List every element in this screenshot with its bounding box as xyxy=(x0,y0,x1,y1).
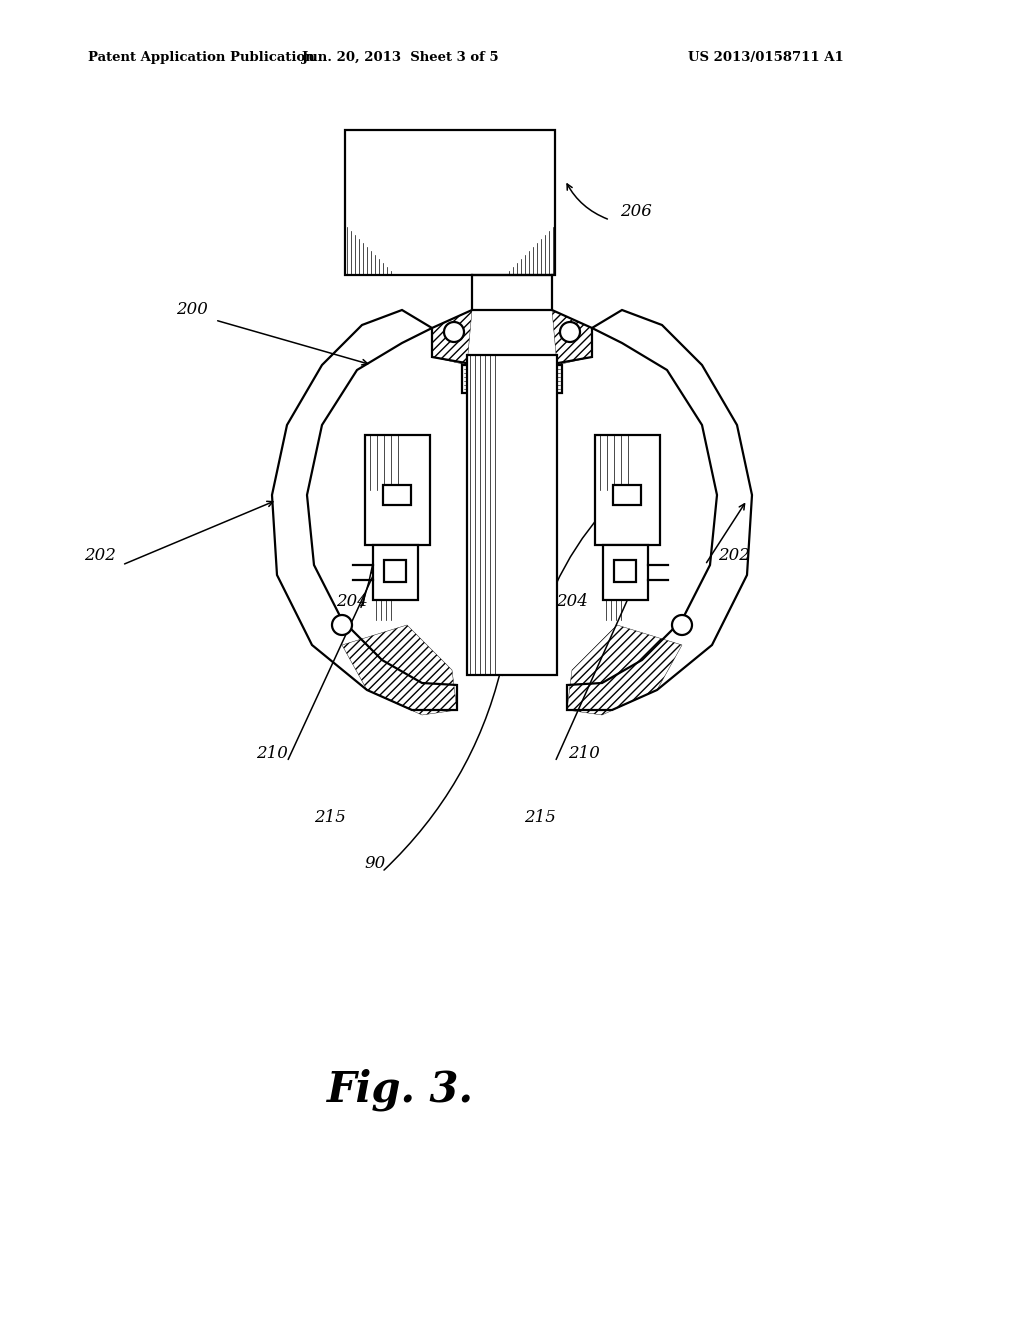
Bar xyxy=(603,545,648,601)
Polygon shape xyxy=(567,310,752,710)
Polygon shape xyxy=(272,310,457,710)
Text: Jun. 20, 2013  Sheet 3 of 5: Jun. 20, 2013 Sheet 3 of 5 xyxy=(302,51,499,65)
Bar xyxy=(345,129,555,275)
Text: 206: 206 xyxy=(620,203,652,220)
Bar xyxy=(467,355,557,675)
Text: 90: 90 xyxy=(365,855,386,873)
Bar xyxy=(384,560,406,582)
Bar xyxy=(613,484,641,506)
Text: Fig. 3.: Fig. 3. xyxy=(327,1069,473,1111)
Text: 215: 215 xyxy=(314,809,346,826)
Bar xyxy=(365,436,430,545)
Text: 210: 210 xyxy=(568,746,600,763)
Text: 204: 204 xyxy=(556,594,588,610)
Bar xyxy=(595,436,660,545)
Bar xyxy=(383,484,411,506)
Bar xyxy=(373,545,418,601)
Text: 202: 202 xyxy=(718,548,750,565)
Text: Patent Application Publication: Patent Application Publication xyxy=(88,51,314,65)
Text: 215: 215 xyxy=(524,809,556,826)
Polygon shape xyxy=(432,310,592,366)
Circle shape xyxy=(444,322,464,342)
Text: 200: 200 xyxy=(176,301,208,318)
Circle shape xyxy=(560,322,580,342)
Text: 213: 213 xyxy=(483,529,515,546)
Text: 202: 202 xyxy=(84,548,116,565)
Bar xyxy=(614,560,636,582)
Text: 204: 204 xyxy=(336,594,368,610)
Text: 210: 210 xyxy=(256,746,288,763)
Circle shape xyxy=(672,615,692,635)
Bar xyxy=(462,366,562,393)
Text: US 2013/0158711 A1: US 2013/0158711 A1 xyxy=(688,51,844,65)
Circle shape xyxy=(332,615,352,635)
